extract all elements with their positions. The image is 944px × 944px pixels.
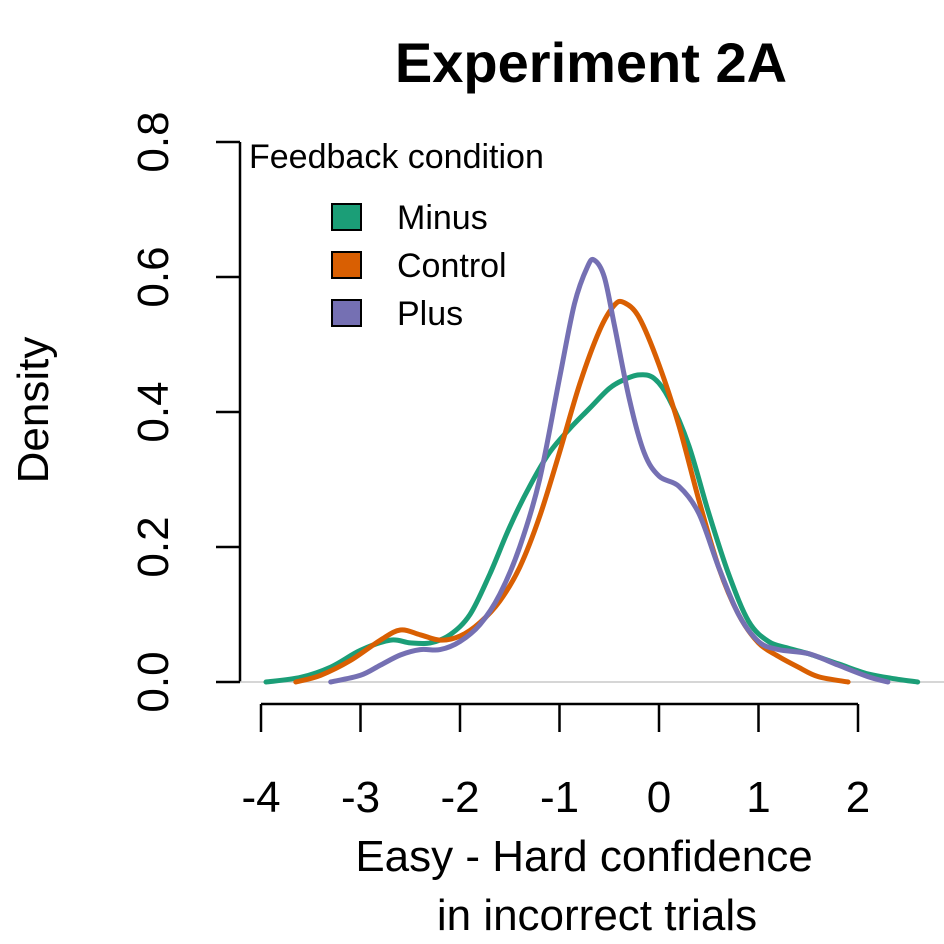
x-tick-label: -4 [241,773,280,822]
y-tick-label: 0.2 [129,516,178,577]
legend-swatch-control [331,251,362,279]
legend: Feedback condition Minus Control Plus [249,138,544,333]
x-tick-label: 1 [746,773,770,822]
series-line-minus [263,372,921,685]
series-line-control [293,298,851,685]
y-tick-label: 0.8 [129,111,178,172]
legend-title: Feedback condition [249,138,544,176]
x-tick-label: -2 [440,773,479,822]
x-axis-title-line-1: Easy - Hard confidence [355,832,812,881]
y-axis: 0.0 0.2 0.4 0.6 0.8 [129,111,242,713]
legend-label-control: Control [397,247,507,285]
x-axis: -4 -3 -2 -1 0 1 2 [241,702,870,822]
x-tick-label: -3 [341,773,380,822]
legend-label-plus: Plus [397,295,463,333]
x-tick-label: 2 [846,773,870,822]
y-tick-label: 0.6 [129,246,178,307]
legend-swatch-minus [331,203,362,231]
legend-label-minus: Minus [397,199,488,237]
series-line-plus [328,256,891,685]
x-axis-title-line-2: in incorrect trials [437,891,757,940]
x-tick-label: -1 [540,773,579,822]
series-layer [263,256,921,685]
chart-title: Experiment 2A [395,31,787,94]
y-tick-label: 0.4 [129,381,178,442]
x-tick-label: 0 [647,773,671,822]
y-tick-label: 0.0 [129,651,178,712]
y-axis-title: Density [9,337,58,484]
legend-swatch-plus [331,299,362,327]
